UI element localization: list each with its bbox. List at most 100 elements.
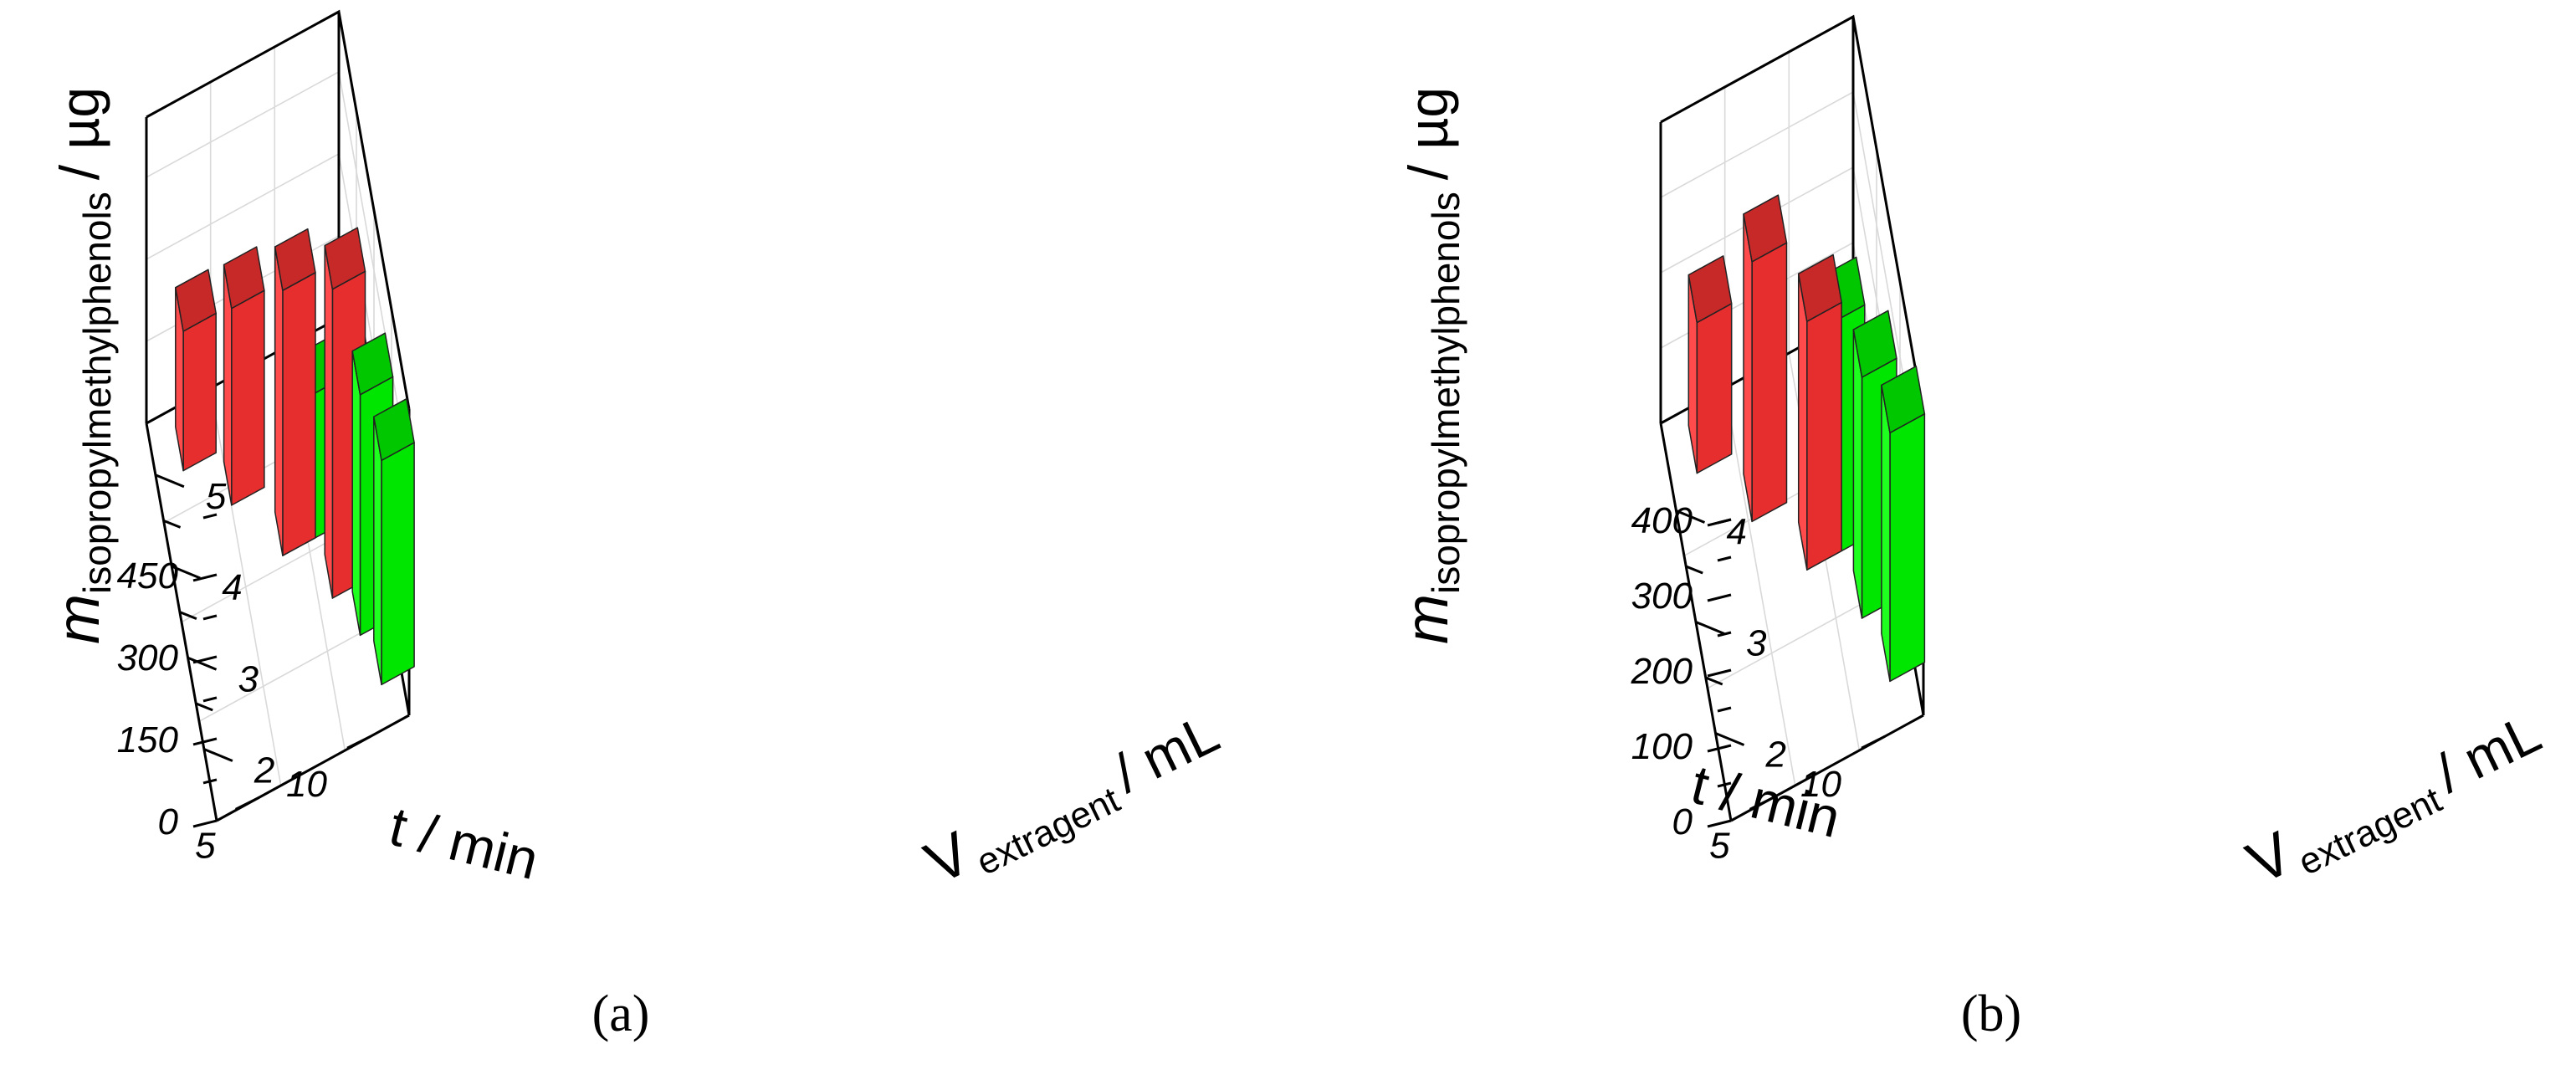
a-ztick-minor-0 <box>202 778 218 785</box>
a-xtick-label-1: 10 <box>286 764 327 805</box>
a-bar-t-10-min-5 <box>373 397 415 686</box>
a-bar-t-5-min-4 <box>274 228 316 556</box>
b-bar-t-5-min-2 <box>1687 255 1733 474</box>
panel-a-z-label: misopropylmethylphenols / µg <box>45 87 119 644</box>
b-ytick-0 <box>1714 732 1745 746</box>
b-xtick-label-0: 5 <box>1709 825 1730 866</box>
bar-face-right <box>1751 242 1788 523</box>
panel-b-z-label-unit: / µg <box>1397 87 1459 180</box>
a-ztick-minor-2 <box>202 614 218 621</box>
bar-face-top <box>1881 365 1926 434</box>
b-axis-line-5 <box>1660 14 1925 415</box>
bar-face-top <box>175 269 217 332</box>
b-ztick-top <box>1717 518 1732 525</box>
panel-a-y-label-main: V <box>915 819 981 897</box>
b-ztick-minor-1 <box>1717 706 1732 713</box>
a-ztick-top <box>202 513 218 520</box>
b-bar-t-10-min-4 <box>1881 365 1926 683</box>
b-xtick-1 <box>1861 735 1886 750</box>
bar-face-left <box>1797 273 1808 571</box>
a-ztick-label-1: 150 <box>117 719 179 760</box>
panel-b-bars <box>1687 194 1926 683</box>
bar-face-right <box>182 312 217 472</box>
a-ztick-1 <box>192 737 218 746</box>
b-xtick-0 <box>1749 796 1775 811</box>
panel-a-caption: (a) <box>592 986 650 1042</box>
bar-face-top <box>274 228 316 291</box>
a-ytick-label-0: 2 <box>254 750 274 791</box>
a-ytick-3 <box>155 474 185 489</box>
b-ztick-2 <box>1707 668 1732 678</box>
b-ztick-label-3: 300 <box>1631 576 1693 617</box>
panel-b-y-label-unit: / mL <box>2426 701 2550 804</box>
b-ztick-minor-2 <box>1717 631 1732 637</box>
b-ytick-label-2: 4 <box>1726 512 1746 553</box>
b-ytick-1 <box>1695 621 1725 635</box>
panel-a-z-label-sub: isopropylmethylphenols <box>75 192 119 594</box>
panel-a-z-label-unit: / µg <box>49 87 110 180</box>
a-axis-line-7 <box>145 422 218 822</box>
a-ytick-minor-0 <box>195 702 213 712</box>
a-xtick-label-0: 5 <box>195 825 216 866</box>
panel-a-y-label: Vextragent/ mL <box>915 699 1232 904</box>
b-ztick-label-2: 200 <box>1631 651 1693 692</box>
b-ztick-label-4: 400 <box>1631 500 1693 541</box>
b-ztick-minor-0 <box>1717 781 1732 788</box>
bar-face-top <box>1687 255 1733 324</box>
panel-a: 0 150 300 450 5 10 2 3 4 5 misopropylmethylphenol… <box>45 9 1232 1042</box>
a-ztick-label-0: 0 <box>158 801 179 842</box>
bar-face-right <box>1889 412 1926 683</box>
panel-b-y-label: Vextragent/ mL <box>2237 699 2553 904</box>
panel-a-x-label-text: t / min <box>384 795 545 891</box>
a-ytick-2 <box>171 565 201 580</box>
b-ztick-label-0: 0 <box>1672 801 1693 842</box>
bar-face-left <box>274 246 284 556</box>
bar-face-left <box>1881 384 1891 683</box>
panel-a-y-label-sub: extragent <box>970 779 1126 883</box>
a-ztick-minor-1 <box>202 696 218 703</box>
a-ytick-1 <box>187 656 218 671</box>
a-ztick-0 <box>192 819 218 828</box>
a-ytick-minor-2 <box>163 519 182 529</box>
a-ytick-minor-1 <box>179 611 197 621</box>
b-ztick-label-1: 100 <box>1631 726 1693 767</box>
b-ytick-minor-1 <box>1685 565 1703 575</box>
bar-face-right <box>1806 301 1842 571</box>
panel-a-y-label-unit: / mL <box>1104 701 1228 804</box>
panel-b-z-label: misopropylmethylphenols / µg <box>1394 87 1467 644</box>
panel-b-y-label-main: V <box>2237 819 2302 897</box>
bar-face-top <box>1797 253 1842 322</box>
panel-b: 0 100 200 300 400 5 10 2 3 4 misopropylmethylphen… <box>1394 14 2553 1042</box>
b-bar-t-5-min-3 <box>1743 194 1788 523</box>
b-ztick-3 <box>1707 593 1732 602</box>
bar-face-right <box>282 272 316 556</box>
panel-b-z-label-main: m <box>1394 594 1461 644</box>
panel-a-ticks: 0 150 300 450 5 10 2 3 4 5 <box>117 474 371 866</box>
a-bar-t-5-min-2 <box>175 269 217 472</box>
b-bar-t-5-min-4 <box>1797 253 1842 571</box>
panel-b-z-label-sub: isopropylmethylphenols <box>1424 192 1467 594</box>
panel-a-z-label-main: m <box>45 594 112 644</box>
bar-face-top <box>1743 194 1788 263</box>
bar-face-right <box>381 442 415 686</box>
a-ytick-label-2: 4 <box>222 567 242 608</box>
panel-a-bars <box>175 227 415 686</box>
bar-face-top <box>1852 310 1897 378</box>
panel-b-y-label-sub: extragent <box>2292 779 2448 883</box>
a-bar-t-5-min-3 <box>223 246 265 506</box>
b-ytick-minor-0 <box>1705 676 1723 686</box>
a-ztick-label-3: 450 <box>117 555 179 596</box>
bar-face-right <box>231 289 265 506</box>
bar-face-top <box>223 246 265 310</box>
bar-face-left <box>351 350 361 637</box>
a-ytick-label-3: 5 <box>206 476 227 517</box>
b-ztick-minor-3 <box>1717 555 1732 562</box>
bar-face-top <box>351 332 394 396</box>
b-ztick-1 <box>1707 744 1732 753</box>
bar-face-left <box>324 244 334 599</box>
bar-face-right <box>1696 303 1733 474</box>
panel-b-ticks: 0 100 200 300 400 5 10 2 3 4 <box>1631 500 1886 866</box>
bar-face-top <box>373 397 415 462</box>
a-xtick-1 <box>346 735 371 750</box>
